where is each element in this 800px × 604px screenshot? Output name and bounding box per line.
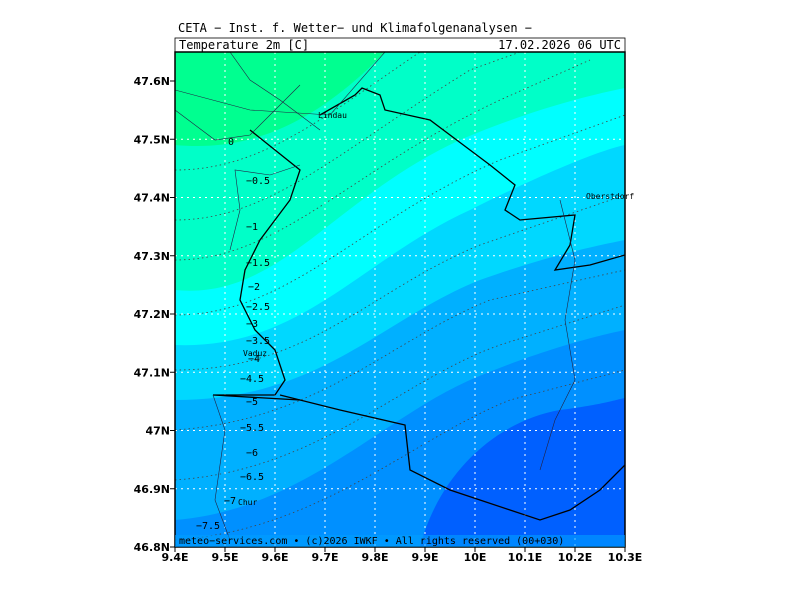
contour-label: −3.5 (246, 336, 270, 347)
footer: meteo−services.com • (c)2026 IWKF • All … (179, 536, 564, 547)
lon-tick-label: 9.4E (161, 551, 188, 564)
lat-tick-label: 46.9N (134, 483, 170, 496)
lat-tick-label: 47.4N (134, 192, 170, 205)
lat-tick-label: 47.3N (134, 250, 170, 263)
contour-label: −6 (246, 448, 258, 459)
lon-tick-label: 10.2E (558, 551, 593, 564)
lon-tick-label: 10.1E (508, 551, 543, 564)
place-label: Lindau (318, 111, 347, 120)
place-label: Vaduz (243, 349, 267, 358)
lon-tick-label: 9.8E (361, 551, 388, 564)
roads-rivers (175, 52, 576, 541)
lon-tick-label: 10E (464, 551, 487, 564)
lat-tick-label: 47.6N (134, 75, 170, 88)
lon-tick-label: 10.3E (608, 551, 643, 564)
lat-tick-label: 47.5N (134, 133, 170, 146)
contour-lines (175, 52, 625, 541)
footer-box (175, 535, 625, 547)
lat-tick-label: 47.1N (134, 366, 170, 379)
place-label: Chur (238, 498, 257, 507)
borders (212, 87, 625, 521)
contour-label: −4 (248, 354, 260, 365)
lon-tick-label: 9.5E (211, 551, 238, 564)
contour-label: −6.5 (240, 472, 264, 483)
grid (175, 52, 625, 547)
lat-tick-label: 46.8N (134, 541, 170, 554)
variable-label: Temperature 2m [C] (179, 38, 309, 52)
contour-label: −1 (246, 222, 258, 233)
lat-tick-label: 47.2N (134, 308, 170, 321)
lat-tick-label: 47N (145, 425, 170, 438)
labels: 47.6N 47.5N 47.4N 47.3N 47.2N 47.1N 47N 46.9N 46… (134, 75, 643, 564)
header-title: CETA − Inst. f. Wetter− und Klimafolgena… (178, 21, 532, 35)
valid-time: 17.02.2026 06 UTC (498, 38, 621, 52)
lon-tick-label: 9.6E (261, 551, 288, 564)
contour-label: −4.5 (240, 374, 264, 385)
place-label: Oberstdorf (586, 192, 634, 201)
contour-label: −5.5 (240, 423, 264, 434)
contour-label: 0 (228, 137, 234, 148)
contour-label: −1.5 (246, 258, 270, 269)
lon-tick-label: 9.7E (311, 551, 338, 564)
contour-label: −2 (248, 282, 260, 293)
contour-label: −0.5 (246, 176, 270, 187)
contour-label: −7.5 (196, 521, 220, 532)
contour-label: −3 (246, 319, 258, 330)
lon-tick-label: 9.9E (411, 551, 438, 564)
band (420, 398, 625, 547)
contour-label: −5 (246, 397, 258, 408)
map-area (175, 52, 625, 547)
contour-label: −7 (224, 496, 236, 507)
contour-label: −2.5 (246, 302, 270, 313)
